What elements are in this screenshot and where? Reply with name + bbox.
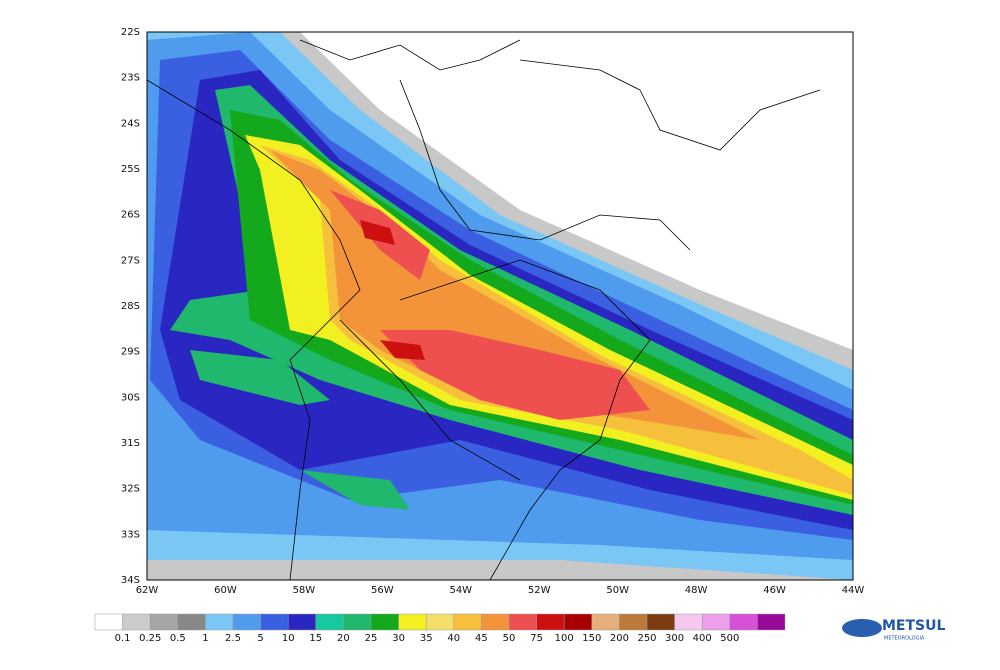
colorbar-label: 75 [530,633,543,644]
colorbar-label: 100 [555,633,574,644]
lon-label: 44W [842,585,865,596]
colorbar-label: 150 [582,633,601,644]
colorbar-label: 2.5 [225,633,241,644]
colorbar-box [481,613,510,631]
colorbar-label: 35 [420,633,433,644]
lat-label: 26S [121,210,140,221]
colorbar-label: 0.25 [139,633,161,644]
lat-label: 34S [121,575,140,586]
lat-label: 27S [121,255,140,266]
lon-label: 50W [606,585,629,596]
colorbar-label: 250 [637,633,656,644]
colorbar-box [757,613,786,631]
colorbar-box [674,613,703,631]
lon-label: 62W [136,585,159,596]
colorbar-box [205,613,234,631]
lon-label: 52W [528,585,551,596]
colorbar-label: 300 [665,633,684,644]
colorbar-box [149,613,179,631]
colorbar-box [260,613,289,631]
lat-label: 31S [121,438,140,449]
colorbar-box [591,613,620,631]
colorbar-label: 400 [693,633,712,644]
colorbar-box [177,613,206,631]
lat-label: 28S [121,301,140,312]
colorbar-box [619,613,648,631]
lat-label: 23S [121,73,140,84]
latitude-labels: 22S 23S 24S 25S 26S 27S 28S 29S 30S 31S 32S 33S 34S [121,27,140,586]
lon-label: 48W [685,585,708,596]
colorbar-label: 45 [475,633,488,644]
colorbar-label: 200 [610,633,629,644]
colorbar-label: 15 [309,633,322,644]
map-frame [146,31,854,581]
colorbar-box [398,613,427,631]
logo: METSUL METEOROLOGIA [842,618,945,642]
colorbar: 0.1 0.25 0.5 1 2.5 5 10 15 20 25 30 35 40 45 50 75 100 15… [94,613,786,644]
borders [146,39,821,581]
colorbar-box [425,613,455,631]
lat-label: 22S [121,27,140,38]
colorbar-box [122,613,151,631]
lon-label: 56W [371,585,394,596]
lon-label: 60W [214,585,237,596]
colorbar-box [232,613,261,631]
colorbar-box [536,613,565,631]
colorbar-box [343,613,372,631]
lon-label: 58W [293,585,316,596]
lat-label: 33S [121,529,140,540]
colorbar-label: 40 [447,633,460,644]
lat-label: 24S [121,118,140,129]
colorbar-label: 0.5 [170,633,186,644]
lat-label: 29S [121,347,140,358]
colorbar-label: 10 [282,633,295,644]
colorbar-label: 50 [503,633,516,644]
colorbar-box [646,613,675,631]
colorbar-label: 20 [337,633,350,644]
colorbar-box [315,613,344,631]
colorbar-label: 25 [365,633,378,644]
colorbar-label: 500 [720,633,739,644]
colorbar-box [508,613,537,631]
longitude-labels: 62W 60W 58W 56W 54W 52W 50W 48W 46W 44W [136,585,865,596]
colorbar-box [701,613,731,631]
colorbar-box [287,613,317,631]
colorbar-label: 0.1 [115,633,131,644]
colorbar-box [563,613,593,631]
colorbar-box [729,613,758,631]
colorbar-label: 30 [392,633,405,644]
lat-label: 25S [121,164,140,175]
lon-label: 46W [763,585,786,596]
precipitation-field [147,32,853,580]
colorbar-label: 5 [257,633,263,644]
colorbar-box [94,613,123,631]
colorbar-box [370,613,399,631]
colorbar-box [453,613,482,631]
logo-name: METSUL [882,618,945,634]
lat-label: 30S [121,392,140,403]
lon-label: 54W [449,585,472,596]
colorbar-label: 1 [202,633,208,644]
logo-tagline: METEOROLOGIA [884,636,925,642]
lat-label: 32S [121,484,140,495]
